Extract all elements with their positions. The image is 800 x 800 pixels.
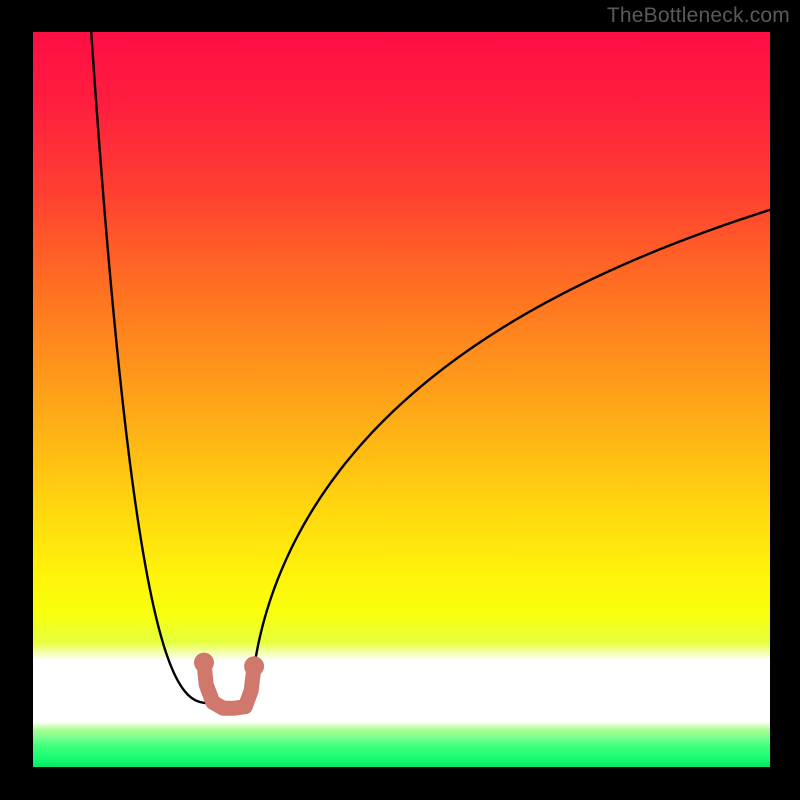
gradient-background (33, 32, 770, 767)
valley-dot-left (194, 653, 214, 673)
plot-area (33, 32, 770, 767)
stage: TheBottleneck.com (0, 0, 800, 800)
valley-dot-right (244, 656, 264, 676)
plot-svg (33, 32, 770, 767)
watermark-text: TheBottleneck.com (607, 4, 790, 28)
